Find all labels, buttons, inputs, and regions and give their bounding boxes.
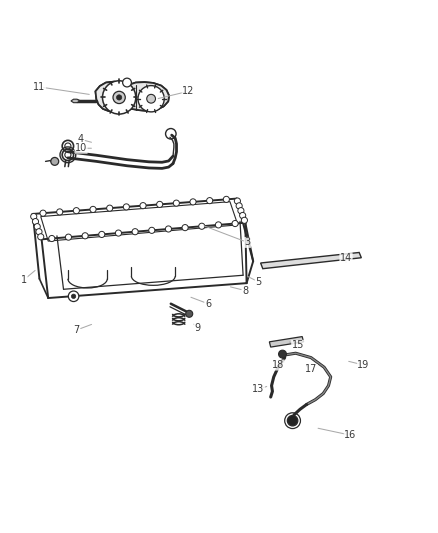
Circle shape — [117, 95, 122, 100]
Text: 15: 15 — [292, 341, 304, 350]
Circle shape — [102, 81, 136, 114]
Circle shape — [31, 213, 37, 220]
Polygon shape — [95, 82, 169, 112]
Text: 11: 11 — [33, 82, 46, 92]
Circle shape — [234, 198, 240, 204]
Circle shape — [149, 227, 155, 233]
Text: 7: 7 — [74, 325, 80, 335]
Circle shape — [113, 91, 125, 103]
Circle shape — [223, 196, 230, 203]
Text: 3: 3 — [244, 237, 251, 247]
Circle shape — [241, 217, 247, 223]
Circle shape — [157, 201, 163, 207]
Text: 4: 4 — [78, 134, 84, 144]
Circle shape — [34, 223, 40, 230]
Circle shape — [190, 199, 196, 205]
Circle shape — [51, 157, 59, 165]
Circle shape — [132, 229, 138, 235]
Circle shape — [232, 221, 238, 227]
Text: 14: 14 — [340, 253, 352, 263]
Circle shape — [57, 209, 63, 215]
Circle shape — [99, 231, 105, 238]
Circle shape — [236, 203, 242, 209]
Polygon shape — [261, 253, 361, 269]
Circle shape — [90, 206, 96, 213]
Text: 19: 19 — [357, 360, 370, 370]
Circle shape — [38, 234, 44, 240]
Text: 1: 1 — [21, 274, 27, 285]
Circle shape — [287, 415, 298, 426]
Circle shape — [147, 94, 155, 103]
Circle shape — [123, 204, 129, 210]
Text: 12: 12 — [182, 86, 194, 96]
Circle shape — [36, 229, 42, 235]
Circle shape — [82, 233, 88, 239]
Circle shape — [215, 222, 222, 228]
Circle shape — [73, 207, 79, 214]
Text: 17: 17 — [305, 365, 317, 374]
Circle shape — [238, 207, 244, 214]
Circle shape — [138, 86, 164, 112]
Circle shape — [186, 310, 193, 317]
Polygon shape — [269, 336, 304, 347]
Text: 18: 18 — [272, 360, 284, 370]
Circle shape — [49, 236, 55, 241]
Circle shape — [123, 78, 131, 87]
Circle shape — [68, 291, 79, 302]
Circle shape — [106, 205, 113, 211]
Circle shape — [32, 219, 39, 224]
Circle shape — [199, 223, 205, 229]
Circle shape — [71, 294, 76, 298]
Text: 6: 6 — [205, 298, 211, 309]
Text: 10: 10 — [75, 143, 87, 154]
Circle shape — [65, 234, 71, 240]
Circle shape — [182, 224, 188, 231]
Circle shape — [166, 226, 172, 232]
Text: 13: 13 — [252, 384, 265, 394]
Text: 5: 5 — [255, 277, 261, 287]
Text: 9: 9 — [194, 323, 200, 333]
Circle shape — [207, 198, 213, 204]
Circle shape — [140, 203, 146, 209]
Circle shape — [40, 210, 46, 216]
Circle shape — [173, 200, 180, 206]
Text: 16: 16 — [344, 430, 357, 440]
Circle shape — [115, 230, 121, 236]
Circle shape — [279, 350, 286, 358]
Polygon shape — [71, 99, 80, 103]
Circle shape — [240, 213, 246, 219]
Text: 8: 8 — [242, 286, 248, 296]
